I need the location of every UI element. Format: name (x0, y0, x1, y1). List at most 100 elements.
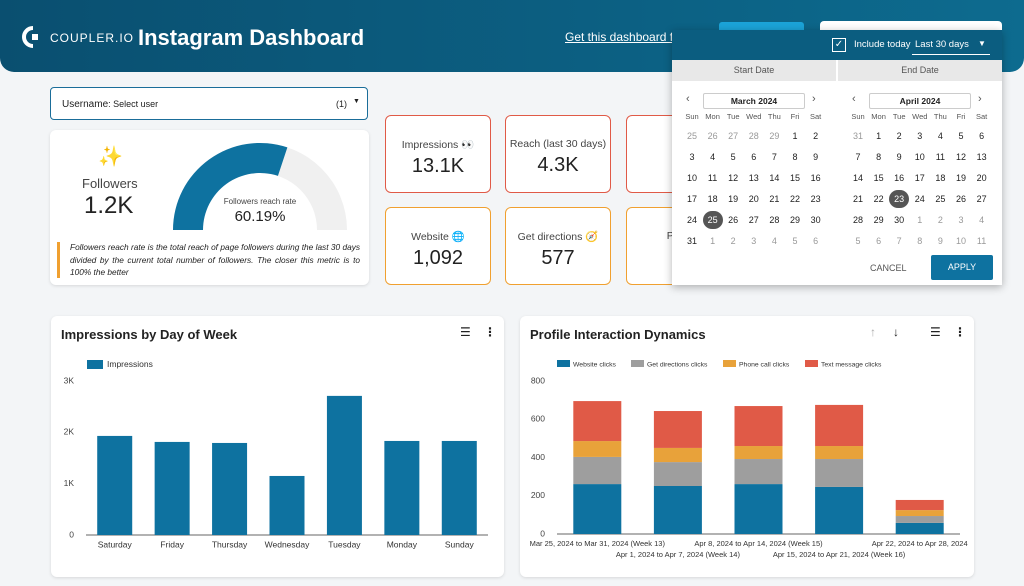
calendar-day[interactable]: 1 (917, 215, 923, 225)
calendar-day[interactable]: 1 (876, 131, 882, 141)
calendar-day[interactable]: 11 (976, 236, 987, 246)
calendar-day[interactable]: 1 (710, 236, 716, 246)
calendar-day[interactable]: 1 (792, 131, 798, 141)
calendar-day[interactable]: 2 (896, 131, 902, 141)
calendar-day[interactable]: 5 (730, 152, 736, 162)
calendar-day[interactable]: 12 (728, 173, 739, 183)
more-icon[interactable]: ⋮ (484, 325, 496, 339)
calendar-day[interactable]: 24 (914, 194, 925, 204)
calendar-day[interactable]: 21 (769, 194, 780, 204)
calendar-day[interactable]: 16 (894, 173, 905, 183)
calendar-day[interactable]: 4 (710, 152, 716, 162)
calendar-day[interactable]: 4 (979, 215, 985, 225)
calendar-day[interactable]: 16 (810, 173, 821, 183)
calendar-day[interactable]: 22 (789, 194, 800, 204)
calendar-day[interactable]: 6 (813, 236, 819, 246)
calendar-day[interactable]: 19 (728, 194, 739, 204)
start-tab[interactable]: Start Date (672, 60, 836, 81)
kpi-label: Get directions 🧭 (517, 231, 599, 243)
calendar-day[interactable]: 25 (702, 211, 723, 229)
calendar-day[interactable]: 8 (792, 152, 798, 162)
calendar-day[interactable]: 3 (917, 131, 923, 141)
calendar-day[interactable]: 15 (789, 173, 800, 183)
calendar-day[interactable]: 3 (958, 215, 964, 225)
calendar-day[interactable]: 28 (748, 131, 759, 141)
calendar-day[interactable]: 26 (728, 215, 739, 225)
calendar-day[interactable]: 29 (789, 215, 800, 225)
calendar-day[interactable]: 7 (771, 152, 777, 162)
calendar-day[interactable]: 23 (810, 194, 821, 204)
calendar-day[interactable]: 30 (894, 215, 905, 225)
calendar-day[interactable]: 27 (976, 194, 987, 204)
calendar-day[interactable]: 28 (769, 215, 780, 225)
calendar-day[interactable]: 18 (707, 194, 718, 204)
calendar-day[interactable]: 5 (958, 131, 964, 141)
calendar-day[interactable]: 21 (852, 194, 863, 204)
calendar-day[interactable]: 22 (873, 194, 884, 204)
calendar-day[interactable]: 25 (935, 194, 946, 204)
calendar-day[interactable]: 13 (976, 152, 987, 162)
calendar-day[interactable]: 8 (917, 236, 923, 246)
calendar-day[interactable]: 7 (896, 236, 902, 246)
calendar-day[interactable]: 10 (914, 152, 925, 162)
apply-button[interactable]: APPLY (931, 255, 993, 280)
more-icon[interactable]: ⋮ (954, 325, 966, 339)
calendar-day[interactable]: 9 (896, 152, 902, 162)
calendar-day[interactable]: 4 (937, 131, 943, 141)
filter-icon[interactable]: ☰ (930, 325, 941, 339)
calendar-day[interactable]: 14 (769, 173, 780, 183)
calendar-day[interactable]: 15 (873, 173, 884, 183)
end-tab[interactable]: End Date (838, 60, 1002, 81)
calendar-day[interactable]: 8 (876, 152, 882, 162)
calendar-day[interactable]: 27 (748, 215, 759, 225)
calendar-day[interactable]: 5 (855, 236, 861, 246)
calendar-day[interactable]: 26 (955, 194, 966, 204)
calendar-day[interactable]: 11 (707, 173, 718, 183)
calendar-day[interactable]: 3 (689, 152, 695, 162)
filter-icon[interactable]: ☰ (460, 325, 471, 339)
calendar-day[interactable]: 29 (873, 215, 884, 225)
calendar-day[interactable]: 31 (852, 131, 863, 141)
username-filter[interactable]: Username: Select user (1) ▼ (50, 87, 368, 120)
calendar-day[interactable]: 17 (686, 194, 697, 204)
dashboard-link[interactable]: Get this dashboard fo (565, 30, 680, 44)
calendar-day[interactable]: 13 (748, 173, 759, 183)
cancel-button[interactable]: CANCEL (870, 263, 907, 273)
sort-down-icon[interactable]: ↓ (893, 325, 899, 339)
calendar-day[interactable]: 11 (935, 152, 946, 162)
calendar-day[interactable]: 7 (855, 152, 861, 162)
bar (269, 475, 305, 535)
calendar-day[interactable]: 14 (852, 173, 863, 183)
range-select[interactable]: Last 30 days ▼ (912, 34, 990, 55)
calendar-day[interactable]: 31 (686, 236, 697, 246)
calendar-day[interactable]: 6 (876, 236, 882, 246)
calendar-day[interactable]: 3 (751, 236, 757, 246)
calendar-day[interactable]: 29 (769, 131, 780, 141)
calendar-day[interactable]: 2 (730, 236, 736, 246)
calendar-day[interactable]: 25 (686, 131, 697, 141)
calendar-day[interactable]: 20 (748, 194, 759, 204)
calendar-day[interactable]: 5 (792, 236, 798, 246)
calendar-day[interactable]: 28 (852, 215, 863, 225)
calendar-day[interactable]: 26 (707, 131, 718, 141)
calendar-day[interactable]: 20 (976, 173, 987, 183)
calendar-day[interactable]: 17 (914, 173, 925, 183)
calendar-day[interactable]: 19 (955, 173, 966, 183)
checkbox[interactable]: ✓ (832, 38, 846, 52)
calendar-day[interactable]: 2 (937, 215, 943, 225)
calendar-day[interactable]: 23 (889, 190, 910, 208)
calendar-day[interactable]: 30 (810, 215, 821, 225)
calendar-day[interactable]: 27 (728, 131, 739, 141)
calendar-day[interactable]: 2 (813, 131, 819, 141)
calendar-day[interactable]: 10 (686, 173, 697, 183)
calendar-day[interactable]: 4 (771, 236, 777, 246)
calendar-day[interactable]: 9 (937, 236, 943, 246)
calendar-day[interactable]: 12 (955, 152, 966, 162)
calendar-day[interactable]: 24 (686, 215, 697, 225)
calendar-day[interactable]: 6 (751, 152, 757, 162)
sort-up-icon[interactable]: ↑ (870, 325, 876, 339)
calendar-day[interactable]: 6 (979, 131, 985, 141)
calendar-day[interactable]: 9 (813, 152, 819, 162)
calendar-day[interactable]: 18 (935, 173, 946, 183)
calendar-day[interactable]: 10 (955, 236, 966, 246)
